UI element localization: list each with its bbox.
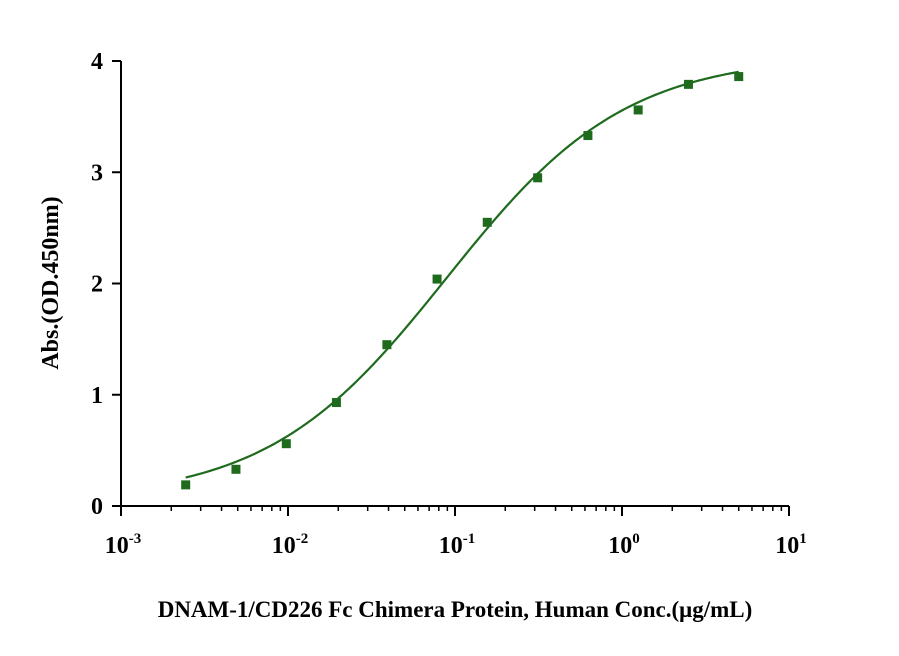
data-point xyxy=(382,340,392,350)
data-point xyxy=(231,464,241,474)
x-tick-label: 10-1 xyxy=(439,531,476,559)
y-tick-label: 4 xyxy=(91,49,103,75)
y-tick-label: 0 xyxy=(91,494,103,520)
data-point xyxy=(583,131,593,141)
data-point xyxy=(482,217,492,227)
fit-curve xyxy=(185,70,739,479)
data-point xyxy=(533,173,543,183)
x-tick-label: 10-3 xyxy=(105,531,142,559)
plot-area xyxy=(181,70,744,490)
data-point xyxy=(281,439,291,449)
x-tick-label: 10-2 xyxy=(272,531,309,559)
data-point xyxy=(683,79,693,89)
y-tick-label: 2 xyxy=(91,272,103,298)
data-point xyxy=(734,72,744,82)
x-tick-label: 101 xyxy=(775,531,807,559)
y-tick-label: 3 xyxy=(91,160,103,186)
data-point xyxy=(633,105,643,115)
x-axis: 10-3 10-2 10-1 100 101 xyxy=(105,505,807,559)
y-axis-title: Abs.(OD.450nm) xyxy=(38,196,64,369)
x-tick-label: 100 xyxy=(608,531,640,559)
y-tick-label: 1 xyxy=(91,383,103,409)
y-axis: 0 1 2 3 4 xyxy=(91,49,122,520)
data-point xyxy=(331,398,341,408)
x-axis-title: DNAM-1/CD226 Fc Chimera Protein, Human C… xyxy=(158,597,753,622)
data-point xyxy=(432,274,442,284)
data-point xyxy=(181,480,191,490)
